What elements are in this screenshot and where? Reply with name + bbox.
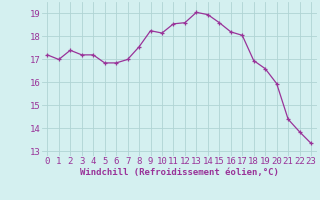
X-axis label: Windchill (Refroidissement éolien,°C): Windchill (Refroidissement éolien,°C) xyxy=(80,168,279,177)
